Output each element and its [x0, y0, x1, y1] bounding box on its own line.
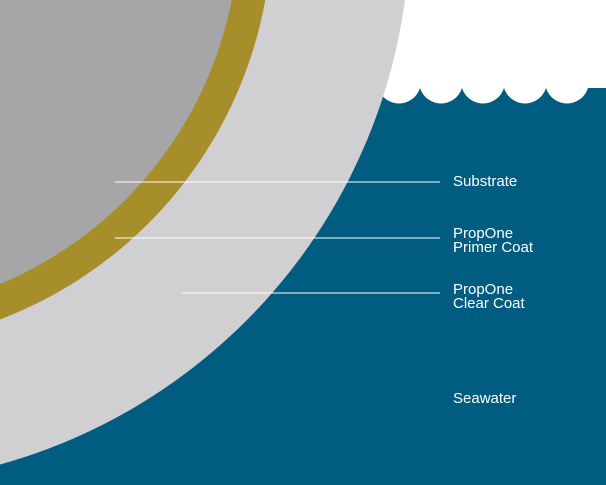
label: Seawater: [453, 390, 516, 407]
label: Substrate: [453, 173, 517, 190]
label: PropOne Primer Coat: [453, 225, 534, 256]
substrate: [0, 0, 232, 284]
label: PropOne Clear Coat: [453, 281, 526, 312]
